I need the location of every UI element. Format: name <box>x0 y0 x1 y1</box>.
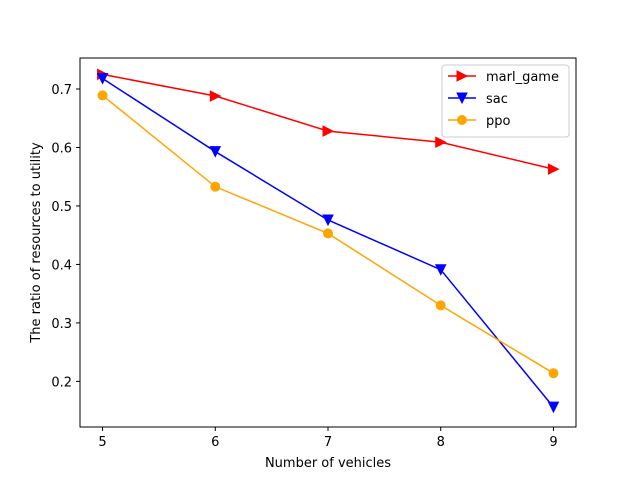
legend-marker <box>456 92 468 105</box>
series-markers <box>96 68 560 414</box>
legend-label: marl_game <box>486 70 559 85</box>
y-tick-label: 0.2 <box>51 375 72 390</box>
x-tick-label: 5 <box>98 435 106 450</box>
data-point-marl-game <box>209 90 222 102</box>
legend-label: ppo <box>486 114 511 129</box>
data-point-marl-game <box>435 136 447 149</box>
y-axis: 0.2 0.3 0.4 0.5 0.6 0.7 <box>51 83 80 390</box>
legend-marker <box>457 115 467 125</box>
y-tick-label: 0.5 <box>51 200 72 215</box>
x-tick-label: 6 <box>211 435 219 450</box>
y-tick-label: 0.3 <box>51 317 72 332</box>
data-point-ppo <box>210 181 221 192</box>
data-point-sac <box>209 146 222 158</box>
data-point-sac <box>434 264 447 276</box>
x-tick-label: 8 <box>437 435 445 450</box>
legend-label: sac <box>486 92 508 107</box>
x-tick-label: 9 <box>549 435 557 450</box>
x-axis-label: Number of vehicles <box>265 456 391 471</box>
data-point-sac <box>322 214 334 227</box>
y-tick-label: 0.6 <box>51 141 72 156</box>
data-point-ppo <box>548 368 559 379</box>
data-point-ppo <box>323 228 333 239</box>
x-axis: 5 6 7 8 9 <box>98 427 558 450</box>
data-point-marl-game <box>322 125 335 137</box>
y-tick-label: 0.4 <box>51 258 72 273</box>
data-point-sac <box>547 401 560 414</box>
data-point-sac <box>96 72 109 85</box>
data-point-ppo <box>97 90 108 101</box>
data-point-marl-game <box>547 163 560 175</box>
y-tick-label: 0.7 <box>51 83 72 98</box>
y-axis-label: The ratio of resources to utility <box>29 142 44 344</box>
legend-marker <box>456 70 469 82</box>
x-tick-label: 7 <box>324 435 332 450</box>
legend-box <box>441 64 570 138</box>
data-point-ppo <box>435 300 446 311</box>
